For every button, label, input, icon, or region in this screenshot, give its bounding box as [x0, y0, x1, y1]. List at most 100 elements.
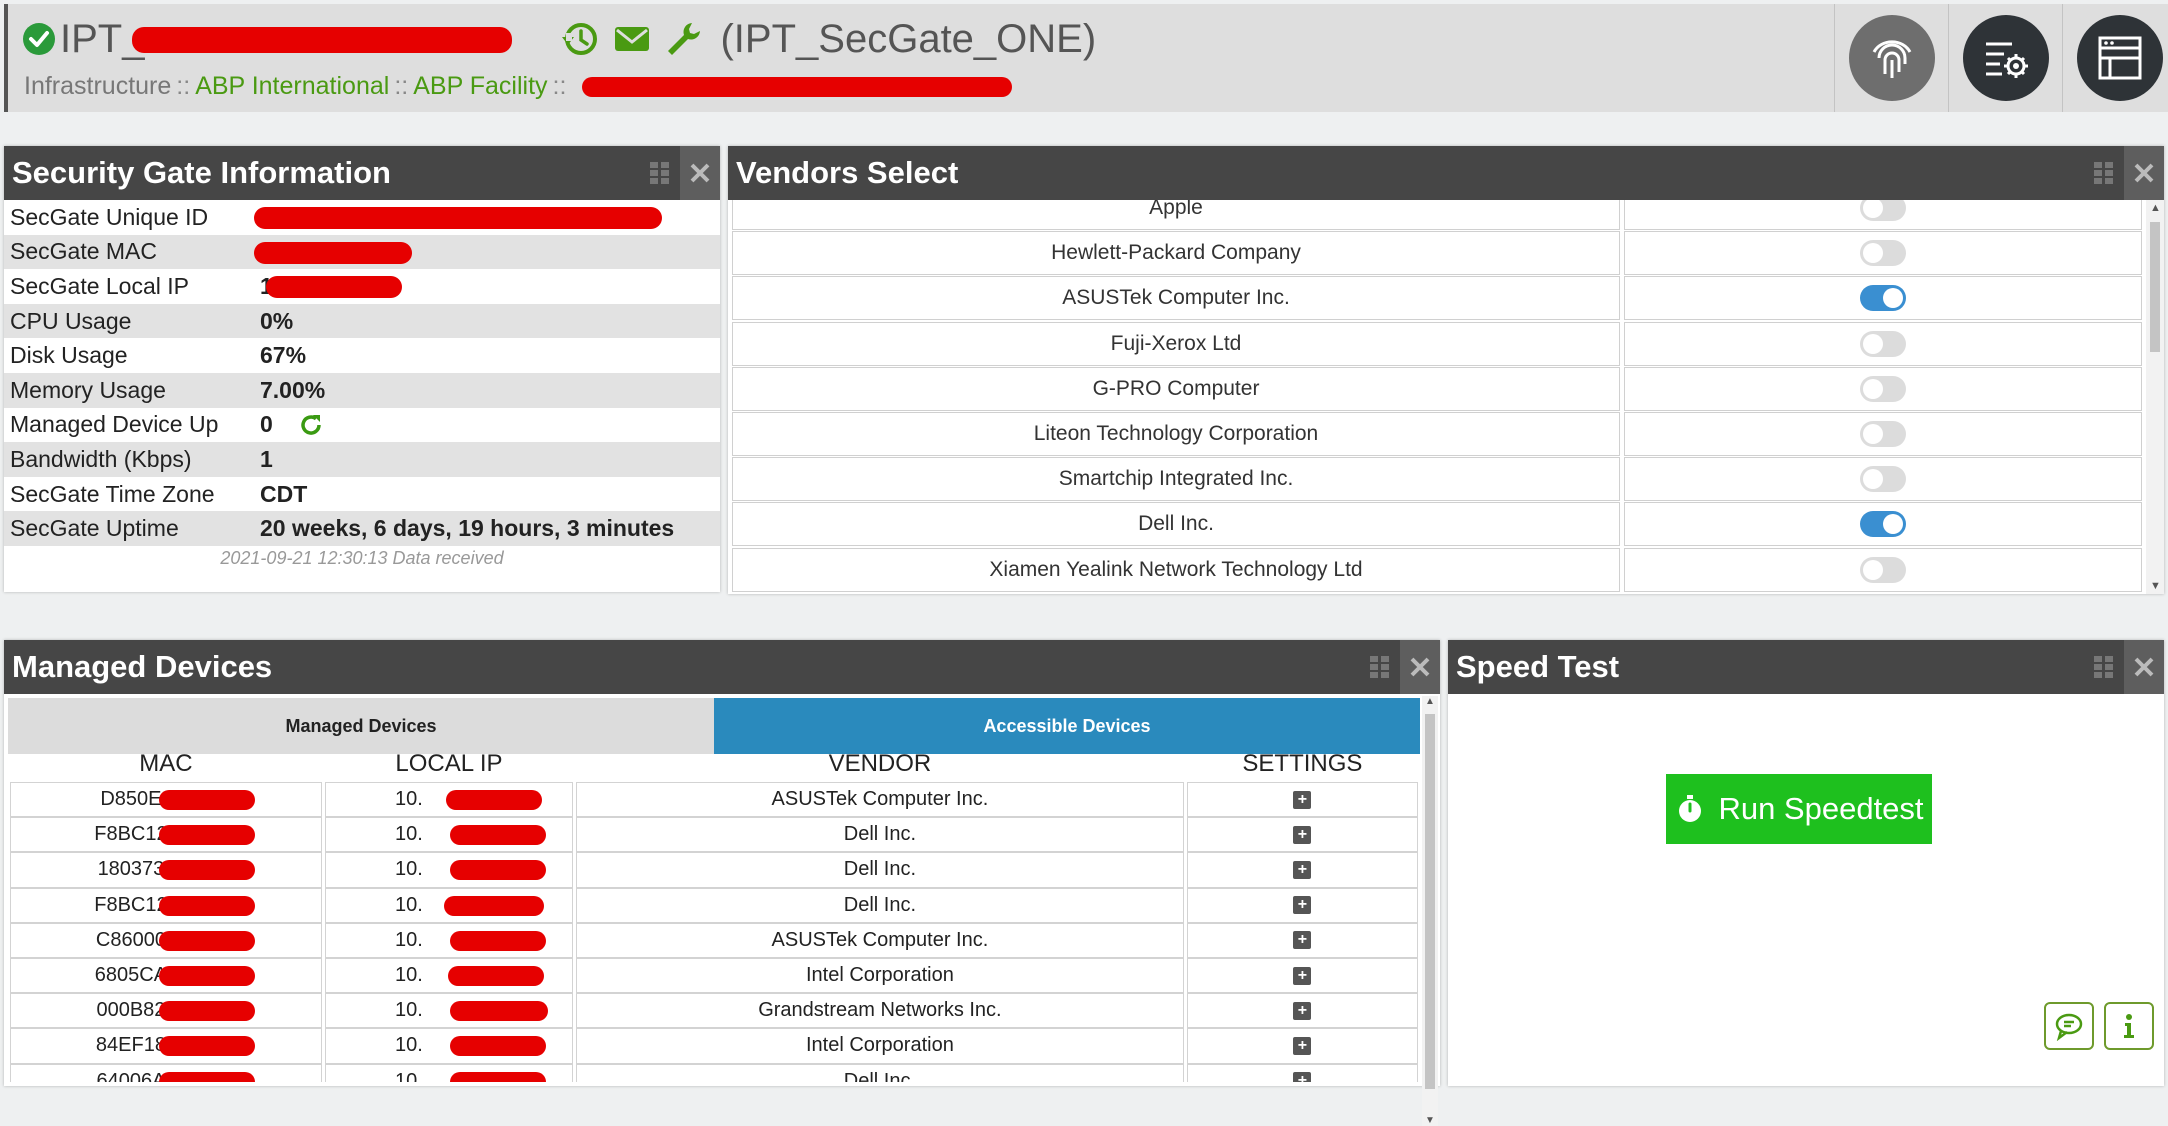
table-row[interactable]: F8BC12 10. Dell Inc. + [10, 817, 1418, 853]
info-button[interactable] [2104, 1002, 2154, 1050]
column-header-local-ip[interactable]: LOCAL IP [395, 750, 503, 777]
vendor-toggle[interactable] [1860, 285, 1906, 312]
settings-list-button[interactable] [1948, 4, 2062, 112]
vendor-toggle[interactable] [1860, 421, 1906, 447]
plus-square-icon[interactable]: + [1293, 896, 1312, 915]
vendors-scrollbar[interactable]: ▲ ▼ [2146, 200, 2164, 594]
panel-header[interactable]: Security Gate Information [4, 146, 720, 200]
scrollbar-thumb[interactable] [1425, 714, 1435, 1089]
redaction [159, 790, 255, 810]
redaction [254, 241, 412, 264]
vendor-toggle[interactable] [1860, 200, 1906, 221]
info-value: CDT [260, 480, 308, 507]
vendor-toggle-cell [1624, 231, 2142, 276]
breadcrumb-level1[interactable]: ABP International [195, 72, 390, 100]
plus-square-icon[interactable]: + [1293, 790, 1312, 809]
info-row: SecGate Time Zone CDT [4, 477, 720, 512]
tab-accessible-devices[interactable]: Accessible Devices [714, 698, 1420, 754]
chat-button[interactable] [2044, 1002, 2094, 1050]
fingerprint-icon [1872, 40, 1911, 78]
plus-square-icon[interactable]: + [1293, 966, 1312, 985]
info-label: SecGate Uptime [4, 511, 254, 546]
table-row[interactable]: F8BC12 10. Dell Inc. + [10, 887, 1418, 923]
info-label: SecGate Unique ID [10, 203, 209, 230]
vendor-name: Smartchip Integrated Inc. [732, 457, 1620, 502]
redaction [582, 77, 1012, 97]
panel-header[interactable]: Managed Devices [4, 640, 1440, 694]
vendor-toggle[interactable] [1860, 330, 1906, 357]
panel-header[interactable]: Speed Test [1448, 640, 2164, 694]
plus-square-icon[interactable]: + [1293, 1036, 1312, 1055]
scroll-up-arrow[interactable]: ▲ [1425, 696, 1435, 707]
plus-square-icon[interactable]: + [1293, 860, 1312, 879]
drag-handle[interactable] [2084, 640, 2124, 694]
table-row[interactable]: 180373 10. Dell Inc. + [10, 852, 1418, 888]
plus-square-icon[interactable]: + [1293, 931, 1312, 950]
cell-mac: F8BC12 [10, 887, 322, 923]
plus-square-icon[interactable]: + [1293, 1072, 1312, 1082]
settings-list-icon [1985, 42, 2028, 78]
redaction [159, 1001, 255, 1022]
history-icon[interactable] [560, 19, 600, 59]
table-row[interactable]: D850E 10. ASUSTek Computer Inc. + [10, 782, 1418, 818]
panel-close-button[interactable] [1400, 640, 1440, 694]
column-header-vendor[interactable]: VENDOR [828, 750, 932, 777]
panel-close-button[interactable] [2124, 640, 2164, 694]
vendor-name: Hewlett-Packard Company [732, 231, 1620, 276]
refresh-icon[interactable] [298, 412, 324, 438]
plus-square-icon[interactable]: + [1293, 825, 1312, 844]
breadcrumb: Infrastructure:: ABP International:: ABP F… [24, 72, 1012, 101]
vendor-toggle[interactable] [1860, 466, 1906, 493]
scroll-up-arrow[interactable]: ▲ [2150, 202, 2161, 214]
vendor-toggle[interactable] [1860, 511, 1906, 538]
close-icon [1410, 657, 1430, 677]
table-row[interactable]: 64006A 10. Dell Inc. + [10, 1063, 1418, 1082]
panel-close-button[interactable] [2124, 146, 2164, 200]
redaction [447, 965, 544, 986]
chat-icon [2055, 1013, 2083, 1041]
column-header-mac[interactable]: MAC [139, 750, 193, 777]
scroll-down-arrow[interactable]: ▼ [2150, 580, 2161, 592]
devices-scrollbar[interactable]: ▲ ▼ [1422, 696, 1438, 1126]
vendor-row: Hewlett-Packard Company [732, 231, 2142, 276]
cell-mac: D850E [10, 782, 322, 818]
vendor-toggle[interactable] [1860, 375, 1906, 402]
cell-vendor: ASUSTek Computer Inc. [576, 782, 1184, 818]
envelope-icon[interactable] [612, 19, 652, 59]
scrollbar-thumb[interactable] [2150, 222, 2160, 352]
redaction [449, 930, 546, 951]
drag-handle[interactable] [640, 146, 680, 200]
table-row[interactable]: 6805CA 10. Intel Corporation + [10, 957, 1418, 994]
panel-close-button[interactable] [680, 146, 720, 200]
breadcrumb-level2[interactable]: ABP Facility [413, 72, 548, 100]
cell-local-ip: 10. [324, 922, 573, 958]
fingerprint-button[interactable] [1834, 4, 1948, 112]
panel-header[interactable]: Vendors Select [728, 146, 2164, 200]
layout-icon [2098, 36, 2141, 80]
table-row[interactable]: C86000 10. ASUSTek Computer Inc. + [10, 922, 1418, 958]
layout-button-circle [2076, 15, 2163, 101]
scroll-down-arrow[interactable]: ▼ [1425, 1115, 1435, 1126]
layout-button[interactable] [2062, 4, 2168, 112]
vendor-toggle[interactable] [1860, 556, 1906, 583]
cell-mac: 84EF18 [10, 1028, 322, 1064]
panel-tools [2084, 146, 2164, 200]
vendors-list[interactable]: Apple Hewlett-Packard Company ASUSTek Comp… [728, 200, 2164, 594]
drag-handle[interactable] [2084, 146, 2124, 200]
vendor-toggle[interactable] [1860, 240, 1906, 267]
run-speedtest-button[interactable]: Run Speedtest [1666, 774, 1932, 844]
tab-managed-devices[interactable]: Managed Devices [8, 698, 714, 754]
cell-vendor: Grandstream Networks Inc. [576, 993, 1184, 1029]
cell-mac: 64006A [10, 1063, 322, 1082]
cell-vendor: Intel Corporation [576, 1028, 1184, 1064]
drag-handle[interactable] [1360, 640, 1400, 694]
info-row: SecGate Uptime 20 weeks, 6 days, 19 hours… [4, 511, 720, 546]
table-row[interactable]: 000B82 10. Grandstream Networks Inc. + [10, 993, 1418, 1029]
table-row[interactable]: 84EF18 10. Intel Corporation + [10, 1028, 1418, 1064]
plus-square-icon[interactable]: + [1293, 1001, 1312, 1020]
cell-vendor: Dell Inc. [576, 852, 1184, 888]
cell-settings: + [1186, 957, 1418, 994]
wrench-icon[interactable] [664, 19, 704, 59]
info-value: 0% [254, 303, 720, 339]
column-header-settings[interactable]: SETTINGS [1242, 750, 1363, 777]
